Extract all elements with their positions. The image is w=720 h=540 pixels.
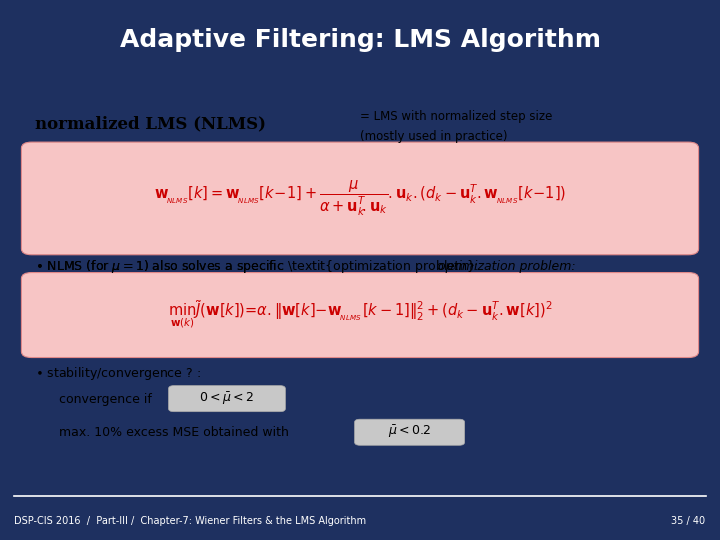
Text: DSP-CIS 2016  /  Part-III /  Chapter-7: Wiener Filters & the LMS Algorithm: DSP-CIS 2016 / Part-III / Chapter-7: Wie… <box>14 516 366 526</box>
FancyBboxPatch shape <box>22 273 698 357</box>
Text: max. 10% excess MSE obtained with: max. 10% excess MSE obtained with <box>59 426 293 439</box>
Text: Adaptive Filtering: LMS Algorithm: Adaptive Filtering: LMS Algorithm <box>120 28 600 52</box>
Text: $\bullet$ stability/convergence ? :: $\bullet$ stability/convergence ? : <box>35 365 201 382</box>
Text: convergence if: convergence if <box>59 393 156 406</box>
Text: (mostly used in practice): (mostly used in practice) <box>360 130 508 143</box>
FancyBboxPatch shape <box>22 142 698 255</box>
Text: $\min_{\mathbf{w}(k)}\tilde{J}(\mathbf{w}[k])=\alpha.\|\mathbf{w}[k]-\mathbf{w}_: $\min_{\mathbf{w}(k)}\tilde{J}(\mathbf{w… <box>168 298 552 330</box>
FancyBboxPatch shape <box>354 419 464 446</box>
Text: $\bullet$ NLMS (for $\mu = 1$) also solves a specific: $\bullet$ NLMS (for $\mu = 1$) also solv… <box>35 258 285 275</box>
Text: $\mathbf{w}_{_{\!NLMS}}[k]=\mathbf{w}_{_{\!NLMS}}[k\!-\!1]+\dfrac{\mu}{\alpha+\m: $\mathbf{w}_{_{\!NLMS}}[k]=\mathbf{w}_{_… <box>154 178 566 218</box>
Text: optimization problem:: optimization problem: <box>438 260 575 273</box>
Text: $\bullet$ NLMS (for $\mu = 1$) also solves a specific \textit{optimization probl: $\bullet$ NLMS (for $\mu = 1$) also solv… <box>35 258 479 275</box>
Text: $\bar{\mu}<0.2$: $\bar{\mu}<0.2$ <box>387 423 431 440</box>
Text: $0<\bar{\mu}<2$: $0<\bar{\mu}<2$ <box>199 390 254 407</box>
Text: = LMS with normalized step size: = LMS with normalized step size <box>360 110 552 123</box>
Text: normalized LMS (NLMS): normalized LMS (NLMS) <box>35 116 266 133</box>
Text: 35 / 40: 35 / 40 <box>672 516 706 526</box>
FancyBboxPatch shape <box>168 386 285 411</box>
